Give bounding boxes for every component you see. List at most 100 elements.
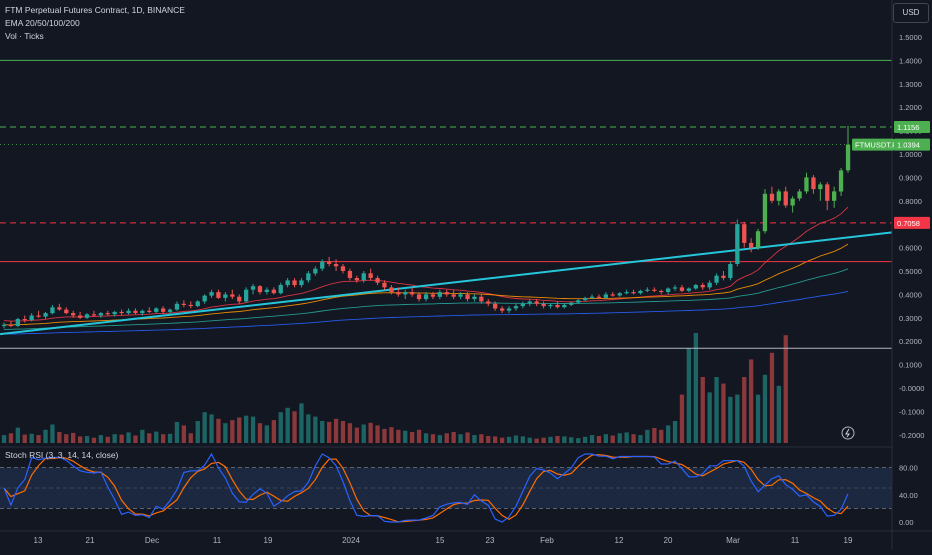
volume-bar — [154, 431, 159, 443]
candle-body — [223, 294, 228, 298]
candle-body — [64, 309, 69, 314]
volume-bar — [333, 418, 339, 443]
y-tick-label: 0.3000 — [899, 314, 922, 323]
candle-body — [299, 280, 304, 286]
x-tick-label: 23 — [486, 536, 495, 545]
candle-body — [451, 294, 456, 297]
ema-100-line — [3, 268, 849, 330]
y-tick-label: 0.4000 — [899, 290, 922, 299]
volume-bar — [112, 434, 117, 443]
x-tick-label: 2024 — [342, 536, 360, 545]
candle-body — [811, 177, 816, 190]
volume-bar — [742, 377, 747, 443]
volume-bar — [43, 429, 48, 443]
lower-level-tag: 0.7058 — [897, 219, 920, 228]
candle-body — [534, 301, 539, 304]
horizontal-levels[interactable] — [0, 59, 892, 349]
candle-body — [15, 319, 20, 326]
volume-bar — [167, 433, 173, 443]
y-tick-label: 1.4000 — [899, 56, 922, 65]
ema-lines — [3, 206, 849, 335]
x-tick-label: 12 — [615, 536, 624, 545]
volume-bar — [119, 434, 124, 443]
candle-body — [98, 313, 103, 316]
y-tick-label: -0.1000 — [899, 407, 924, 416]
volume-bar — [237, 417, 242, 443]
volume-bar — [91, 437, 97, 443]
symbol-title[interactable]: FTM Perpetual Futures Contract, 1D, BINA… — [5, 5, 185, 15]
volume-bar — [292, 411, 297, 443]
candle-body — [776, 191, 781, 201]
volume-bar — [382, 428, 387, 443]
volume-bar — [776, 385, 781, 443]
volume-bar — [583, 436, 588, 443]
candle-body — [410, 292, 415, 295]
candle-body — [686, 288, 691, 291]
volume-bar — [50, 424, 55, 443]
candle-body — [589, 296, 595, 298]
ema-200-line — [3, 290, 849, 335]
volume-bar — [15, 427, 20, 443]
candle-body — [216, 292, 221, 298]
ema-legend[interactable]: EMA 20/50/100/200 — [5, 18, 80, 28]
volume-legend[interactable]: Vol · Ticks — [5, 31, 44, 41]
candle-body — [804, 177, 809, 192]
candle-body — [133, 310, 138, 314]
volume-bar — [271, 420, 276, 443]
y-tick-label: 0.6000 — [899, 244, 922, 253]
currency-button[interactable]: USD — [893, 3, 929, 23]
volume-bar — [29, 433, 34, 443]
upper-level-tag: 1.1156 — [897, 123, 919, 132]
candle-body — [36, 315, 41, 317]
volume-bar — [105, 436, 110, 443]
candle-body — [22, 319, 27, 321]
candle-body — [244, 289, 249, 302]
volume-bar — [375, 425, 380, 443]
upper-level-tag-bg — [894, 120, 930, 133]
lower-level-tag-bg — [894, 216, 930, 229]
price-axis-bg — [892, 0, 932, 550]
candle-body — [610, 294, 615, 296]
candle-body — [603, 294, 608, 298]
volume-bar — [465, 432, 470, 443]
volume-bar — [686, 348, 691, 443]
volume-series — [1, 333, 788, 443]
volume-bar — [202, 412, 207, 443]
volume-bar — [555, 436, 560, 443]
volume-bar — [416, 429, 422, 443]
stoch-rsi-legend[interactable]: Stoch RSI (3, 3, 14, 14, close) — [5, 450, 119, 460]
candle-body — [340, 266, 346, 271]
volume-bar — [361, 424, 366, 443]
candle-body — [313, 268, 318, 274]
candle-body — [527, 301, 532, 304]
stoch-rsi-panel — [0, 446, 932, 523]
candle-body — [112, 311, 117, 315]
candle-body — [548, 304, 553, 307]
volume-bar — [195, 421, 200, 443]
volume-bar — [728, 396, 733, 443]
volume-bar — [659, 429, 664, 443]
volume-bar — [693, 333, 698, 443]
volume-bar — [548, 436, 553, 443]
candle-body — [250, 286, 256, 290]
candle-body — [1, 324, 7, 326]
candle-body — [209, 292, 214, 296]
candle-body — [423, 294, 429, 300]
candle-body — [174, 303, 180, 310]
candle-body — [783, 191, 788, 206]
volume-bar — [354, 427, 359, 443]
volume-bar — [133, 435, 138, 443]
candle-body — [755, 231, 761, 248]
volume-bar — [506, 436, 512, 443]
candle-body — [57, 307, 62, 310]
candle-body — [140, 310, 145, 314]
volume-bar — [762, 374, 768, 443]
volume-bar — [603, 434, 608, 443]
volume-bar — [714, 377, 719, 443]
volume-bar — [749, 359, 754, 443]
trendline[interactable] — [0, 231, 893, 336]
candle-body — [375, 278, 380, 283]
volume-bar — [700, 377, 705, 443]
